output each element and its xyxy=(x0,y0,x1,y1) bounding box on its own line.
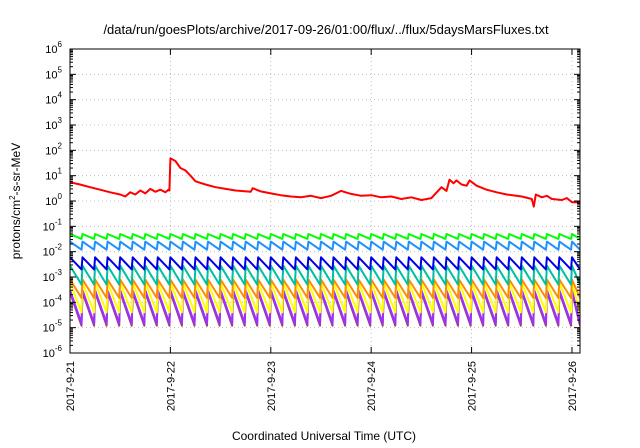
y-tick-label: 10-6 xyxy=(43,344,63,360)
y-tick-label: 10-4 xyxy=(43,293,63,309)
series-line xyxy=(70,233,580,240)
series-line xyxy=(70,278,580,299)
x-tick-label: 2017-9-24 xyxy=(366,361,378,411)
x-tick-label: 2017-9-26 xyxy=(567,361,579,411)
series-line xyxy=(70,157,580,208)
y-axis-label: protons/cm2-s-sr-MeV xyxy=(8,143,23,259)
x-tick-label: 2017-9-21 xyxy=(65,361,77,411)
y-axis-ticks: 10-6 10-5 10-4 10-3 10-2 10-1 100 101 102 103 104 1… xyxy=(43,40,580,360)
x-axis-ticks: 2017-9-21 2017-9-22 2017-9-23 2017-9-24 2017… xyxy=(65,49,579,411)
series-line xyxy=(70,240,580,251)
y-tick-label: 104 xyxy=(45,91,62,107)
x-tick-label: 2017-9-25 xyxy=(467,361,479,411)
y-tick-label: 105 xyxy=(45,65,62,81)
y-tick-label: 10-5 xyxy=(43,319,63,335)
x-tick-label: 2017-9-22 xyxy=(165,361,177,411)
y-tick-label: 100 xyxy=(45,192,62,208)
y-tick-label: 10-2 xyxy=(43,243,63,259)
chart-title: /data/run/goesPlots/archive/2017-09-26/0… xyxy=(103,22,549,37)
y-tick-label: 103 xyxy=(45,116,62,132)
grid xyxy=(69,49,580,353)
x-tick-label: 2017-9-23 xyxy=(266,361,278,411)
y-tick-label: 10-1 xyxy=(43,217,63,233)
series-line xyxy=(70,256,580,271)
y-tick-label: 102 xyxy=(45,141,62,157)
y-tick-label: 10-3 xyxy=(43,268,63,284)
x-axis-label: Coordinated Universal Time (UTC) xyxy=(232,429,416,443)
series-line xyxy=(70,264,580,286)
y-tick-label: 101 xyxy=(45,167,62,183)
series-layer xyxy=(70,157,580,327)
y-tick-label: 106 xyxy=(45,40,62,56)
